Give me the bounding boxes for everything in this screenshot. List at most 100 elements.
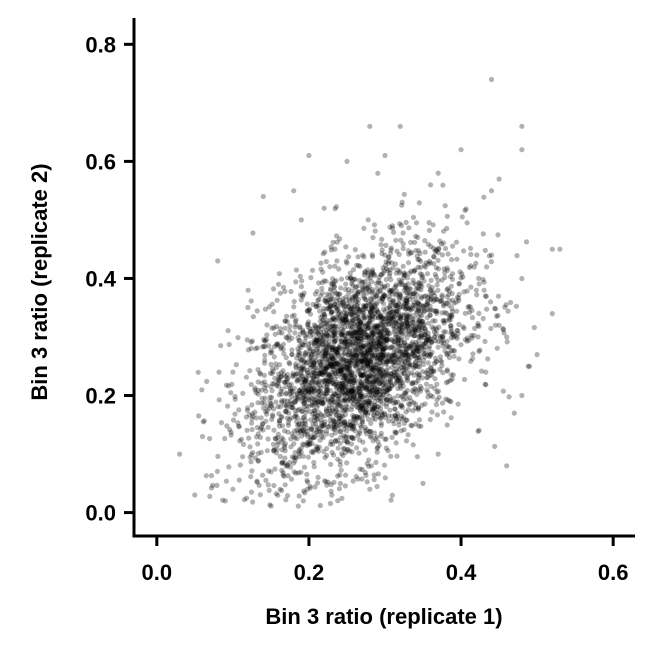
scatter-point bbox=[322, 249, 328, 255]
scatter-point bbox=[341, 398, 347, 404]
scatter-point bbox=[389, 289, 395, 295]
scatter-point bbox=[337, 440, 343, 446]
scatter-point bbox=[347, 311, 353, 317]
scatter-point bbox=[380, 391, 386, 397]
scatter-point bbox=[343, 319, 349, 325]
scatter-point bbox=[329, 281, 335, 287]
scatter-point bbox=[310, 348, 316, 354]
scatter-point bbox=[279, 399, 285, 405]
scatter-point bbox=[380, 392, 386, 398]
scatter-point bbox=[349, 434, 355, 440]
scatter-point bbox=[362, 330, 368, 336]
scatter-point bbox=[424, 299, 430, 305]
scatter-point bbox=[354, 445, 360, 451]
scatter-point bbox=[378, 415, 384, 421]
scatter-point bbox=[248, 381, 254, 388]
scatter-point bbox=[350, 347, 356, 353]
scatter-point bbox=[291, 304, 297, 310]
scatter-point bbox=[370, 271, 376, 277]
scatter-point bbox=[320, 269, 326, 275]
scatter-point bbox=[403, 219, 409, 225]
scatter-point bbox=[321, 321, 327, 327]
scatter-point bbox=[311, 360, 317, 366]
scatter-point bbox=[416, 417, 423, 423]
scatter-point bbox=[319, 339, 326, 345]
scatter-point bbox=[266, 487, 272, 493]
scatter-point bbox=[337, 381, 343, 387]
scatter-point bbox=[294, 371, 300, 377]
scatter-point bbox=[285, 493, 291, 499]
scatter-point bbox=[360, 383, 366, 389]
scatter-point bbox=[426, 227, 432, 233]
y-tick-label: 0.8 bbox=[85, 32, 116, 57]
scatter-point bbox=[332, 338, 338, 344]
scatter-point bbox=[338, 339, 344, 345]
scatter-point bbox=[407, 363, 413, 369]
scatter-point bbox=[322, 298, 328, 304]
scatter-point bbox=[228, 429, 234, 435]
scatter-point bbox=[401, 312, 407, 318]
scatter-point bbox=[408, 354, 414, 360]
scatter-point bbox=[360, 385, 366, 391]
scatter-point bbox=[408, 398, 414, 404]
scatter-point bbox=[397, 357, 403, 363]
scatter-point bbox=[394, 414, 400, 420]
scatter-point bbox=[297, 337, 303, 344]
scatter-point bbox=[254, 308, 260, 314]
scatter-point bbox=[289, 351, 295, 358]
scatter-point bbox=[294, 377, 301, 383]
scatter-point bbox=[398, 222, 404, 229]
scatter-point bbox=[467, 245, 474, 251]
scatter-point bbox=[370, 254, 376, 260]
scatter-point bbox=[261, 336, 267, 342]
scatter-point bbox=[270, 368, 276, 375]
scatter-point bbox=[357, 336, 363, 342]
y-tick-label: 0.6 bbox=[85, 149, 116, 174]
scatter-point bbox=[333, 364, 339, 370]
scatter-point bbox=[347, 372, 353, 378]
scatter-point bbox=[403, 290, 409, 296]
scatter-point bbox=[345, 364, 351, 370]
scatter-point bbox=[466, 264, 472, 271]
scatter-point bbox=[369, 337, 376, 343]
scatter-point bbox=[344, 404, 350, 410]
scatter-point bbox=[371, 477, 377, 483]
scatter-point bbox=[370, 338, 376, 344]
scatter-point bbox=[447, 377, 454, 383]
scatter-point bbox=[400, 415, 407, 421]
scatter-point bbox=[365, 351, 371, 357]
scatter-point bbox=[458, 275, 464, 281]
scatter-point bbox=[360, 363, 366, 369]
scatter-point bbox=[332, 360, 338, 366]
scatter-point bbox=[360, 334, 366, 340]
scatter-point bbox=[414, 342, 420, 348]
scatter-point bbox=[364, 363, 371, 369]
scatter-point bbox=[372, 315, 378, 321]
scatter-point bbox=[327, 441, 334, 447]
scatter-point bbox=[355, 369, 361, 375]
scatter-point bbox=[446, 354, 453, 361]
scatter-point bbox=[367, 387, 373, 393]
scatter-point bbox=[361, 365, 367, 371]
scatter-point bbox=[383, 403, 389, 410]
scatter-point bbox=[364, 285, 370, 291]
scatter-point bbox=[366, 429, 372, 435]
scatter-point bbox=[289, 454, 295, 460]
scatter-point bbox=[268, 400, 274, 407]
scatter-point bbox=[293, 455, 299, 461]
scatter-point bbox=[292, 428, 298, 434]
scatter-point bbox=[355, 329, 361, 335]
scatter-point bbox=[344, 439, 350, 445]
scatter-point bbox=[321, 337, 327, 343]
scatter-point bbox=[280, 437, 286, 443]
scatter-point bbox=[455, 331, 461, 337]
scatter-point bbox=[387, 330, 393, 336]
scatter-point bbox=[258, 449, 264, 455]
scatter-point bbox=[342, 392, 348, 398]
scatter-point bbox=[394, 248, 400, 254]
scatter-point bbox=[352, 293, 358, 299]
scatter-point bbox=[444, 338, 450, 344]
scatter-point bbox=[282, 318, 288, 324]
scatter-point bbox=[309, 425, 315, 431]
scatter-point bbox=[388, 353, 394, 359]
